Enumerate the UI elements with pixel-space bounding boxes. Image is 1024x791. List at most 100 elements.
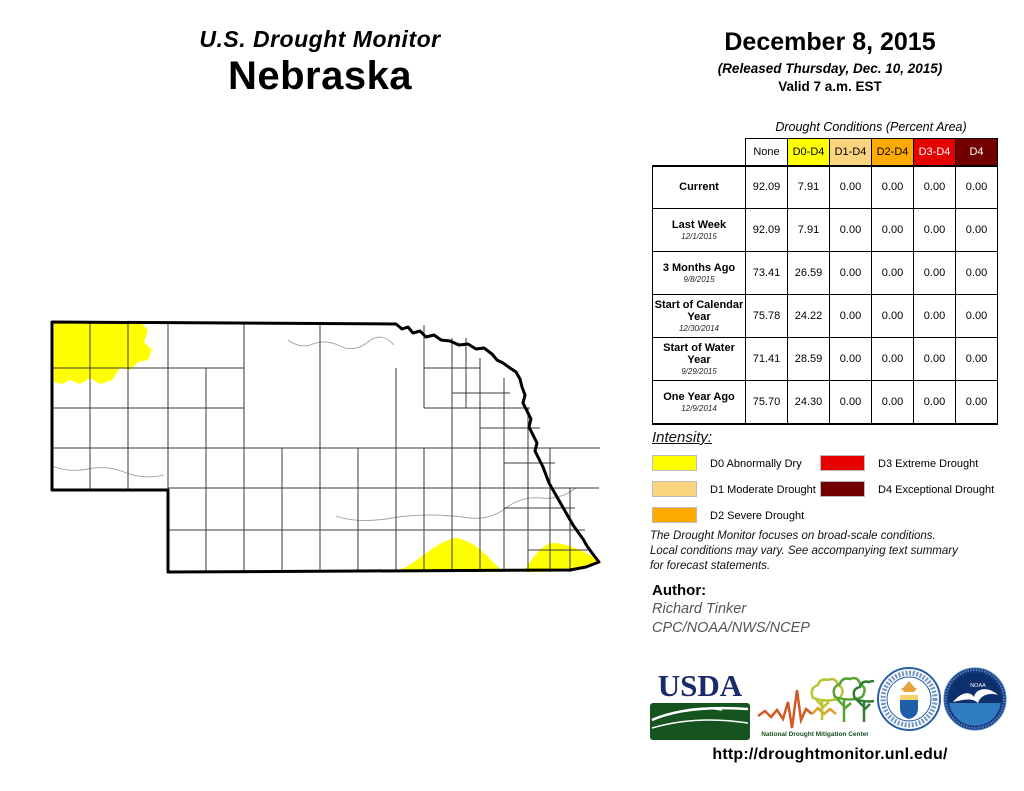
column-header-d3-d4: D3-D4	[913, 138, 956, 166]
value-cell: 0.00	[955, 337, 998, 381]
value-cell: 92.09	[745, 208, 788, 252]
usda-logo: USDA	[650, 668, 750, 740]
row-label: Last Week	[671, 219, 727, 231]
noaa-seal: NOAA	[943, 667, 1007, 731]
legend-label: D4 Exceptional Drought	[878, 484, 995, 496]
ndmc-logo: National Drought Mitigation Center	[757, 676, 874, 738]
valid-time: Valid 7 a.m. EST	[778, 79, 882, 94]
value-cell: 73.41	[745, 251, 788, 295]
table-corner-cell	[652, 138, 746, 166]
table-row: One Year Ago 12/9/2014 75.70 24.30 0.00 0…	[652, 380, 998, 425]
value-cell: 0.00	[913, 251, 956, 295]
value-cell: 0.00	[829, 164, 872, 209]
value-cell: 0.00	[913, 208, 956, 252]
commerce-eagle	[901, 681, 917, 692]
disclaimer-line: for forecast statements.	[650, 560, 771, 572]
value-cell: 7.91	[787, 164, 830, 209]
table-row: Last Week 12/1/2015 92.09 7.91 0.00 0.00 …	[652, 208, 998, 252]
author-label: Author:	[652, 582, 707, 599]
date-block: December 8, 2015 (Released Thursday, Dec…	[645, 28, 1015, 94]
ndmc-trees-graphic	[810, 676, 874, 722]
d1-color-swatch	[652, 481, 697, 497]
county-boundaries	[52, 322, 600, 572]
value-cell: 0.00	[871, 251, 914, 295]
value-cell: 24.30	[787, 380, 830, 425]
row-date: 9/29/2015	[681, 367, 717, 376]
row-label: Start of Calendar Year	[654, 299, 744, 323]
row-date: 9/8/2015	[683, 275, 715, 284]
ndmc-heartbeat-line	[757, 689, 813, 729]
table-row: Current 92.09 7.91 0.00 0.00 0.00 0.00	[652, 164, 998, 209]
value-cell: 0.00	[955, 251, 998, 295]
column-header-d4: D4	[955, 138, 998, 166]
noaa-lower-half	[949, 703, 1001, 726]
table-header-row: None D0-D4 D1-D4 D2-D4 D3-D4 D4	[652, 138, 998, 166]
legend-label: D3 Extreme Drought	[878, 458, 979, 470]
release-date: (Released Thursday, Dec. 10, 2015)	[717, 61, 943, 76]
table-caption: Drought Conditions (Percent Area)	[775, 120, 967, 134]
author-name: Richard Tinker	[652, 601, 747, 617]
value-cell: 92.09	[745, 164, 788, 209]
value-cell: 0.00	[829, 251, 872, 295]
river-lines	[51, 336, 577, 521]
value-cell: 75.78	[745, 294, 788, 338]
row-date: 12/1/2015	[681, 232, 717, 241]
row-label: One Year Ago	[663, 390, 735, 403]
report-date: December 8, 2015	[724, 28, 936, 56]
row-date: 12/9/2014	[681, 403, 717, 413]
value-cell: 0.00	[829, 380, 872, 425]
value-cell: 0.00	[871, 164, 914, 209]
value-cell: 0.00	[913, 380, 956, 425]
value-cell: 0.00	[955, 164, 998, 209]
ndmc-logo-text: National Drought Mitigation Center	[761, 731, 869, 738]
value-cell: 0.00	[913, 337, 956, 381]
table-row: 3 Months Ago 9/8/2015 73.41 26.59 0.00 0.…	[652, 251, 998, 295]
d4-color-swatch	[820, 481, 865, 497]
table-row: Start of Water Year 9/29/2015 71.41 28.59…	[652, 337, 998, 381]
value-cell: 0.00	[913, 294, 956, 338]
drought-conditions-table: None D0-D4 D1-D4 D2-D4 D3-D4 D4 Current …	[652, 138, 998, 425]
value-cell: 24.22	[787, 294, 830, 338]
state-outline	[50, 320, 601, 574]
column-header-d2-d4: D2-D4	[871, 138, 914, 166]
column-header-d1-d4: D1-D4	[829, 138, 872, 166]
legend-label: D2 Severe Drought	[710, 510, 805, 522]
nebraska-drought-map	[50, 320, 601, 574]
author-organization: CPC/NOAA/NWS/NCEP	[652, 620, 810, 636]
row-label: Start of Water Year	[663, 342, 735, 366]
d0-area-northwest	[54, 322, 152, 384]
legend-title: Intensity:	[652, 429, 713, 446]
column-header-none: None	[745, 138, 788, 166]
value-cell: 28.59	[787, 337, 830, 381]
row-label: 3 Months Ago	[662, 262, 736, 274]
value-cell: 71.41	[745, 337, 788, 381]
value-cell: 0.00	[871, 380, 914, 425]
disclaimer-text: The Drought Monitor focuses on broad-sca…	[650, 529, 1022, 574]
row-date: 12/30/2014	[678, 324, 720, 333]
value-cell: 75.70	[745, 380, 788, 425]
row-label: Current	[679, 180, 719, 193]
value-cell: 0.00	[871, 294, 914, 338]
legend-label: D0 Abnormally Dry	[710, 458, 802, 470]
value-cell: 0.00	[955, 380, 998, 425]
noaa-seal-text: NOAA	[970, 683, 986, 689]
column-header-d0-d4: D0-D4	[787, 138, 830, 166]
disclaimer-line: The Drought Monitor focuses on broad-sca…	[650, 530, 936, 542]
legend-label: D1 Moderate Drought	[710, 484, 816, 496]
value-cell: 26.59	[787, 251, 830, 295]
d2-color-swatch	[652, 507, 697, 523]
value-cell: 0.00	[829, 337, 872, 381]
d3-color-swatch	[820, 455, 865, 471]
usda-logo-text: USDA	[658, 668, 743, 703]
region-title: Nebraska	[227, 54, 413, 98]
table-row: Start of Calendar Year 12/30/2014 75.78 2…	[652, 294, 998, 338]
value-cell: 0.00	[955, 294, 998, 338]
drought-monitor-url[interactable]: http://droughtmonitor.unl.edu/	[712, 746, 948, 763]
value-cell: 0.00	[871, 208, 914, 252]
value-cell: 7.91	[787, 208, 830, 252]
dept-of-commerce-seal	[877, 667, 941, 731]
value-cell: 0.00	[913, 164, 956, 209]
d0-area-south-central	[392, 538, 502, 572]
value-cell: 0.00	[871, 337, 914, 381]
